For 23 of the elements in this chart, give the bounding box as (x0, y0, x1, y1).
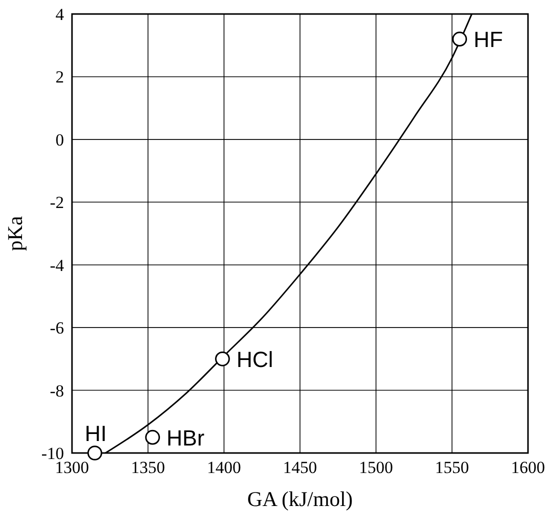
point (215, 352, 230, 366)
x-axis-title: GA (kJ/mol) (247, 487, 353, 511)
y-tick-label: -4 (50, 256, 64, 275)
annotation: HF (474, 27, 503, 52)
x-tick-label: 1400 (207, 458, 241, 477)
point (452, 32, 468, 46)
y-tick-label: -2 (50, 193, 64, 212)
point (145, 430, 160, 445)
annotation: HCl (236, 346, 274, 372)
annotation: HI (84, 421, 107, 446)
y-tick-label: -6 (50, 318, 64, 338)
y-tick-label: 0 (56, 130, 64, 150)
y-tick-label: 4 (56, 5, 64, 24)
x-tick-label: 1500 (359, 458, 393, 477)
y-tick-label: 2 (56, 68, 64, 87)
x-tick-label: 1350 (131, 458, 165, 477)
y-axis-title: pKa (3, 215, 27, 251)
annotation: HBr (166, 425, 204, 450)
x-tick-label: 1600 (511, 458, 545, 477)
y-tick-label: -8 (50, 381, 64, 400)
x-tick-label: 1450 (283, 458, 317, 477)
point (87, 446, 102, 460)
x-tick-label: 1550 (435, 458, 469, 477)
